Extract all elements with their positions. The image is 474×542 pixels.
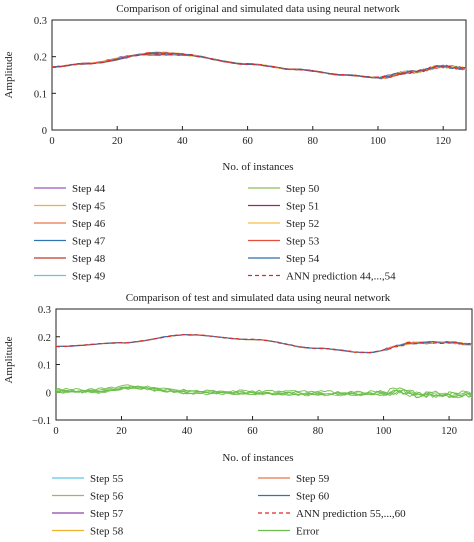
chart-bottom-ytick-label: 0 bbox=[46, 388, 51, 399]
chart-top-series-12 bbox=[51, 52, 467, 79]
chart-top-xlabel: No. of instances bbox=[222, 161, 293, 173]
chart-top-legend-label-4: Step 47 bbox=[72, 236, 106, 248]
chart-bottom-error-trace-1 bbox=[55, 387, 473, 399]
chart-bottom-ytick-label: 0.1 bbox=[38, 361, 51, 372]
chart-bottom-legend-label-2: Step 56 bbox=[90, 491, 124, 503]
chart-bottom-xlabel: No. of instances bbox=[222, 452, 293, 464]
chart-top-legend: Step 44 Step 45 Step 46 Step 47 Step 48 Step … bbox=[34, 183, 396, 283]
chart-bottom-legend-label-4: Step 58 bbox=[90, 526, 124, 538]
chart-top-legend-label-7: Step 50 bbox=[286, 183, 320, 195]
chart-bottom-frame bbox=[55, 308, 473, 421]
chart-top-xtick-label: 20 bbox=[112, 136, 123, 147]
chart-bottom-legend-label-3: Step 57 bbox=[90, 508, 124, 520]
chart-bottom-xtick-label: 120 bbox=[441, 426, 457, 437]
chart-top-legend-label-3: Step 46 bbox=[72, 218, 106, 230]
chart-top-frame bbox=[51, 19, 467, 131]
chart-top-xtick-label: 100 bbox=[370, 136, 386, 147]
chart-top-legend-label-9: Step 52 bbox=[286, 218, 319, 230]
chart-bottom-xtick-label: 80 bbox=[313, 426, 324, 437]
chart-top-series-4 bbox=[51, 53, 467, 79]
chart-bottom-legend-label-5: Step 59 bbox=[296, 473, 330, 485]
chart-bottom-ytick-label: 0.3 bbox=[38, 305, 51, 316]
chart-top: Comparison of original and simulated dat… bbox=[3, 3, 467, 283]
chart-bottom-xtick-label: 100 bbox=[376, 426, 392, 437]
chart-top-title: Comparison of original and simulated dat… bbox=[116, 3, 400, 15]
chart-top-legend-label-5: Step 48 bbox=[72, 253, 106, 265]
chart-bottom-legend-label-6: Step 60 bbox=[296, 491, 330, 503]
chart-top-legend-label-11: Step 54 bbox=[286, 253, 320, 265]
chart-bottom-series-6 bbox=[55, 334, 473, 354]
chart-top-legend-label-1: Step 44 bbox=[72, 183, 106, 195]
chart-top-xtick-label: 60 bbox=[242, 136, 253, 147]
chart-bottom-legend-label-1: Step 55 bbox=[90, 473, 124, 485]
chart-top-series-11 bbox=[51, 52, 467, 80]
chart-bottom-ytick-label: −0.1 bbox=[32, 416, 51, 427]
chart-bottom-series-8 bbox=[55, 384, 473, 397]
chart-top-ylabel: Amplitude bbox=[3, 51, 15, 98]
chart-bottom-legend-label-7: ANN prediction 55,...,60 bbox=[296, 508, 406, 520]
chart-top-xtick-label: 80 bbox=[308, 136, 319, 147]
chart-top-xtick-label: 0 bbox=[49, 136, 54, 147]
chart-bottom-xtick-label: 0 bbox=[53, 426, 58, 437]
chart-bottom-error-trace-5 bbox=[55, 385, 473, 396]
chart-bottom-title: Comparison of test and simulated data us… bbox=[126, 292, 391, 304]
chart-bottom-xtick-label: 60 bbox=[247, 426, 258, 437]
chart-top-legend-label-12: ANN prediction 44,...,54 bbox=[286, 271, 396, 283]
chart-bottom-ylabel: Amplitude bbox=[3, 336, 15, 383]
chart-top-legend-label-8: Step 51 bbox=[286, 201, 319, 213]
chart-bottom-plot: 0 20 40 60 80 100 120−0.100.10.20.3 bbox=[32, 305, 473, 437]
chart-bottom: Comparison of test and simulated data us… bbox=[3, 292, 473, 538]
chart-top-plot: 0 20 40 60 80 100 120 0 0.1 0.2 0.3 bbox=[34, 16, 467, 147]
chart-top-legend-label-6: Step 49 bbox=[72, 271, 106, 283]
chart-top-legend-label-10: Step 53 bbox=[286, 236, 320, 248]
chart-top-xtick-label: 120 bbox=[435, 136, 451, 147]
chart-bottom-legend: Step 55 Step 56 Step 57 Step 58 Step 59 Step … bbox=[52, 473, 406, 538]
chart-bottom-xtick-label: 40 bbox=[182, 426, 193, 437]
chart-top-ytick-label: 0.2 bbox=[34, 53, 47, 64]
chart-bottom-series-7 bbox=[55, 333, 473, 354]
chart-top-ytick-label: 0.3 bbox=[34, 16, 47, 27]
chart-top-ytick-label: 0.1 bbox=[34, 89, 47, 100]
chart-bottom-ytick-label: 0.2 bbox=[38, 333, 51, 344]
chart-top-legend-label-2: Step 45 bbox=[72, 201, 106, 213]
chart-top-ytick-label: 0 bbox=[42, 126, 47, 137]
chart-bottom-legend-label-8: Error bbox=[296, 526, 320, 538]
chart-bottom-xtick-label: 20 bbox=[116, 426, 127, 437]
chart-top-xtick-label: 40 bbox=[177, 136, 188, 147]
chart-top-series-5 bbox=[52, 52, 467, 80]
